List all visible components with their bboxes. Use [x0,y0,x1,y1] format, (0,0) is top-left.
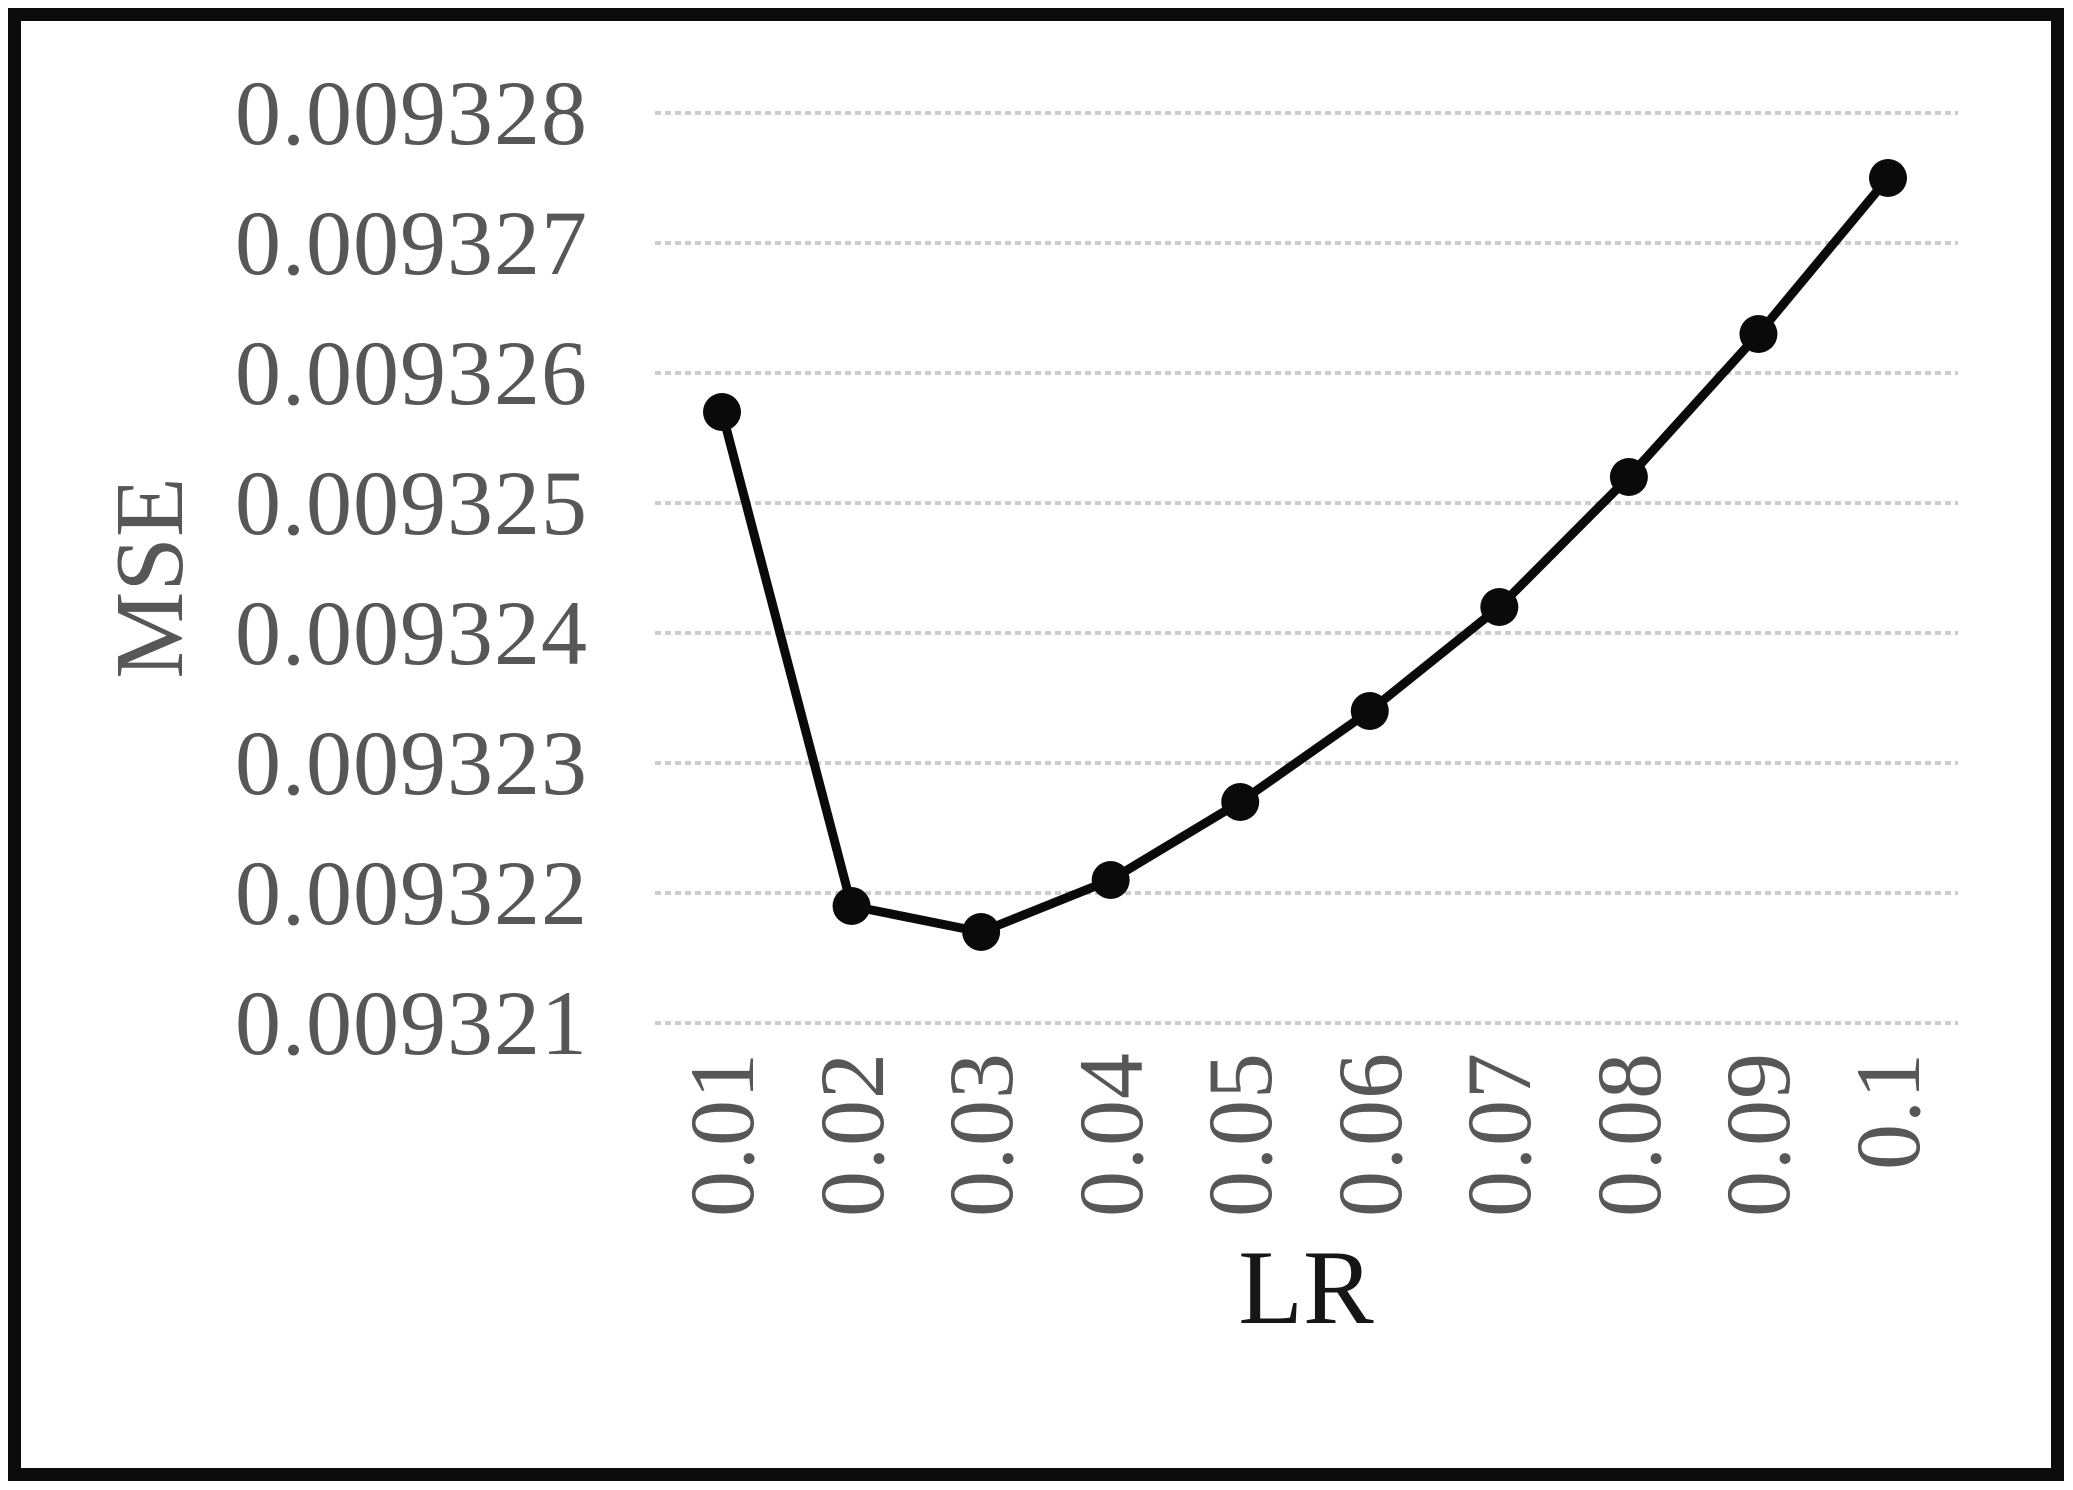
data-point-marker [1739,315,1778,353]
y-tick-label: 0.009328 [235,62,588,164]
y-axis-title: MSE [96,477,204,679]
data-line [717,173,1893,937]
data-point-marker [1091,861,1130,899]
data-point-marker [1869,159,1907,197]
y-tick-label: 0.009325 [235,452,588,554]
data-point-marker [832,887,871,925]
x-tick-label: 0.06 [1318,1052,1421,1217]
data-point-marker [962,913,1001,951]
data-point-marker [1480,588,1519,626]
y-tick-label: 0.009326 [235,322,588,424]
data-series-group [703,159,1907,951]
y-tick-label: 0.009321 [235,972,588,1074]
x-tick-label: 0.07 [1448,1052,1551,1217]
figure-border-frame [8,8,2064,1481]
data-point-marker [1221,783,1260,821]
data-point-marker [1609,458,1648,496]
x-tick-label: 0.01 [671,1052,773,1217]
x-tick-label: 0.08 [1577,1052,1680,1217]
x-tick-label: 0.03 [930,1052,1033,1217]
x-axis-title: LR [1238,1229,1374,1346]
x-tick-label: 0.04 [1059,1052,1162,1217]
y-tick-label: 0.009327 [235,192,588,294]
y-tick-label: 0.009323 [235,712,588,814]
x-tick-label: 0.1 [1837,1052,1939,1170]
x-tick-label: 0.02 [800,1052,903,1217]
data-point-marker [703,393,741,431]
y-tick-label: 0.009324 [235,582,588,684]
gridlines-group [655,111,1958,1025]
data-point-marker [1350,692,1389,730]
x-tick-label: 0.05 [1189,1052,1292,1217]
x-tick-label: 0.09 [1707,1052,1810,1217]
y-tick-label: 0.009322 [235,842,588,944]
